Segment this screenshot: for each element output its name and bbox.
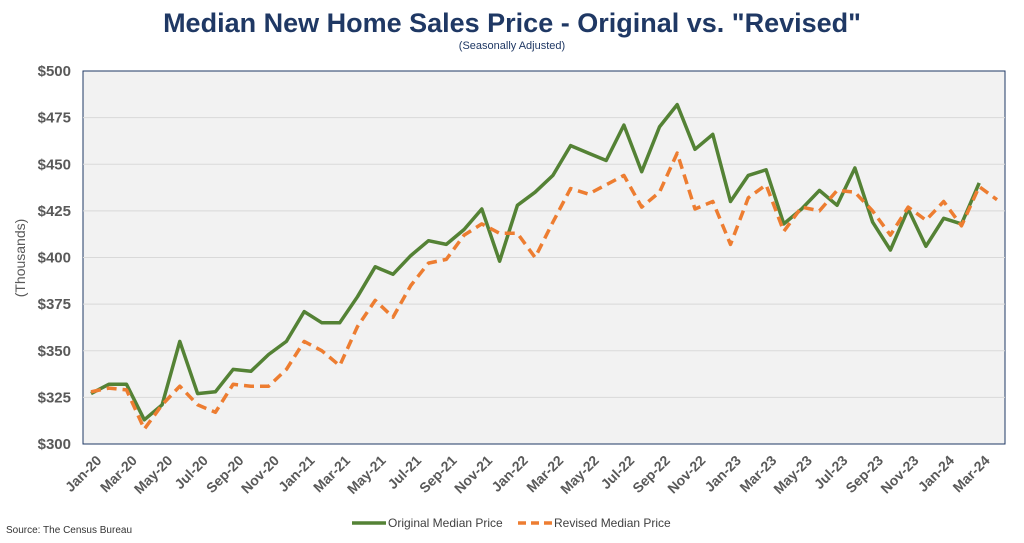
x-tick-label: Nov-20 [238, 452, 282, 496]
source-note: Source: The Census Bureau [6, 525, 133, 536]
x-tick-label: Nov-21 [451, 452, 495, 496]
y-tick-label: $500 [38, 63, 71, 80]
x-tick-label: Nov-23 [877, 452, 921, 496]
x-tick-label: Sep-21 [416, 452, 460, 496]
x-tick-label: Jan-20 [62, 452, 105, 495]
gridlines [83, 117, 1005, 398]
x-tick-label: Jan-23 [701, 452, 744, 495]
y-tick-label: $425 [38, 203, 71, 220]
series-line-revised [90, 151, 999, 431]
x-axis: Jan-20Mar-20May-20Jul-20Sep-20Nov-20Jan-… [62, 452, 993, 497]
x-tick-label: May-22 [557, 452, 602, 497]
series-group [90, 102, 999, 431]
chart-subtitle: (Seasonally Adjusted) [458, 40, 566, 52]
x-tick-label: Sep-20 [203, 452, 247, 496]
y-tick-label: $375 [38, 296, 71, 313]
x-tick-label: May-20 [131, 452, 176, 497]
y-tick-label: $325 [38, 389, 71, 406]
x-tick-label: May-21 [344, 452, 389, 497]
x-tick-label: Jan-21 [275, 452, 318, 495]
series-line-original [90, 102, 981, 422]
y-tick-label: $450 [38, 156, 71, 173]
chart-title: Median New Home Sales Price - Original v… [163, 8, 861, 38]
legend: Original Median Price Revised Median Pric… [352, 516, 671, 530]
y-axis-label: (Thousands) [12, 219, 28, 298]
x-tick-label: Mar-24 [949, 452, 992, 495]
y-tick-label: $475 [38, 110, 71, 127]
y-tick-label: $400 [38, 250, 71, 267]
x-tick-label: Jan-22 [488, 452, 531, 495]
y-tick-label: $350 [38, 343, 71, 360]
legend-label: Revised Median Price [554, 516, 671, 530]
x-tick-label: Nov-22 [664, 452, 708, 496]
legend-label: Original Median Price [388, 516, 503, 530]
x-tick-label: Jan-24 [915, 452, 958, 495]
y-axis: $300 $325 $350 $375 $400 $425 $450 $475 $500 [38, 63, 71, 453]
y-tick-label: $300 [38, 436, 71, 453]
x-tick-label: Sep-23 [842, 452, 886, 496]
x-tick-label: May-23 [770, 452, 815, 497]
x-tick-label: Sep-22 [629, 452, 673, 496]
